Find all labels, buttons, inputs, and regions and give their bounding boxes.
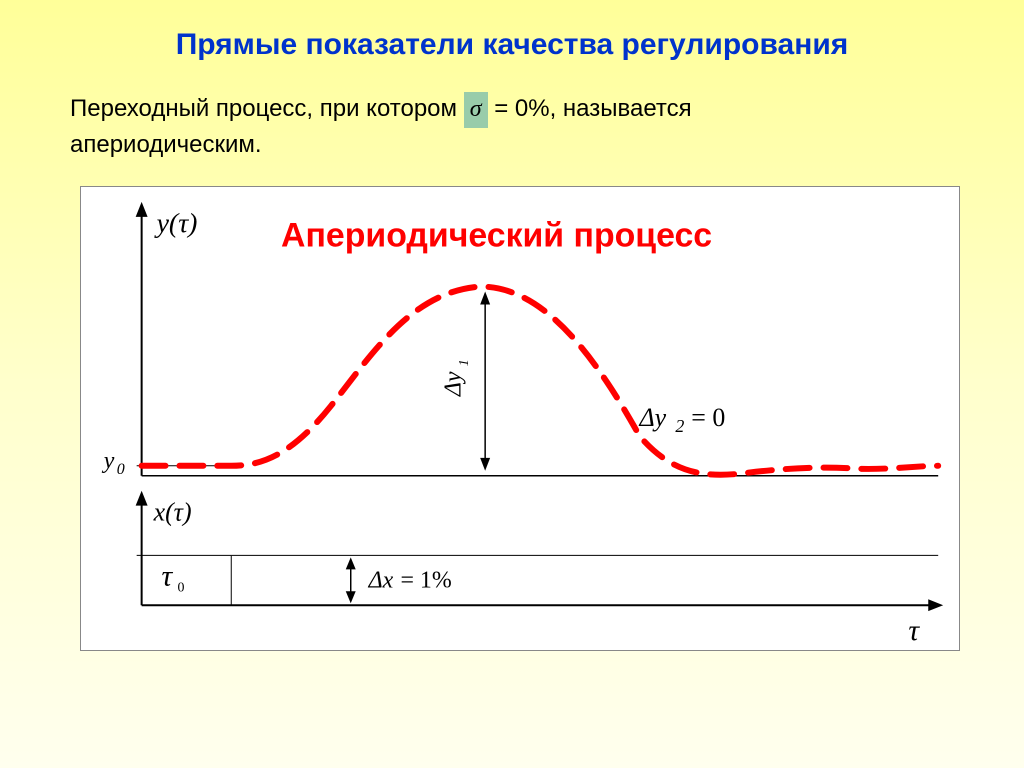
y-axis-label: y(τ) bbox=[154, 208, 198, 239]
description-text: Переходный процесс, при котором σ = 0%, … bbox=[0, 62, 1024, 171]
dy2-label: Δy bbox=[638, 403, 666, 432]
desc-middle: = 0%, называется bbox=[488, 95, 692, 122]
dy1-arrow-top bbox=[480, 292, 490, 305]
dy2-eq: = 0 bbox=[691, 403, 725, 432]
y-axis-lower-arrow bbox=[136, 491, 148, 506]
chart-title: Апериодический процесс bbox=[281, 217, 712, 255]
y-axis-arrow bbox=[136, 202, 148, 217]
chart-area: y(τ) Апериодический процесс y 0 Δy 1 Δy … bbox=[80, 186, 960, 651]
y0-subscript: 0 bbox=[117, 461, 125, 478]
desc-suffix: апериодическим. bbox=[70, 131, 262, 158]
dx-arrow-bottom bbox=[346, 591, 356, 603]
dx-eq: = 1% bbox=[401, 567, 452, 593]
response-curve bbox=[142, 287, 939, 475]
dx-label: Δx bbox=[368, 567, 394, 593]
dy2-sub: 2 bbox=[675, 416, 684, 436]
dy1-arrow-bottom bbox=[480, 458, 490, 471]
y0-label: y bbox=[102, 448, 115, 474]
dy1-label: Δy bbox=[440, 371, 466, 397]
x-axis-arrow bbox=[928, 599, 943, 611]
desc-prefix: Переходный процесс, при котором bbox=[70, 95, 464, 122]
chart-svg: y(τ) Апериодический процесс y 0 Δy 1 Δy … bbox=[81, 187, 959, 650]
page-title: Прямые показатели качества регулирования bbox=[0, 0, 1024, 62]
tau0-label: τ bbox=[162, 559, 174, 592]
tau-label: τ bbox=[908, 614, 920, 647]
dy1-sub: 1 bbox=[457, 359, 472, 366]
x-axis2-label: x(τ) bbox=[153, 498, 192, 527]
dx-arrow-top bbox=[346, 558, 356, 570]
tau0-sub: 0 bbox=[177, 580, 184, 595]
sigma-symbol: σ bbox=[464, 92, 488, 128]
